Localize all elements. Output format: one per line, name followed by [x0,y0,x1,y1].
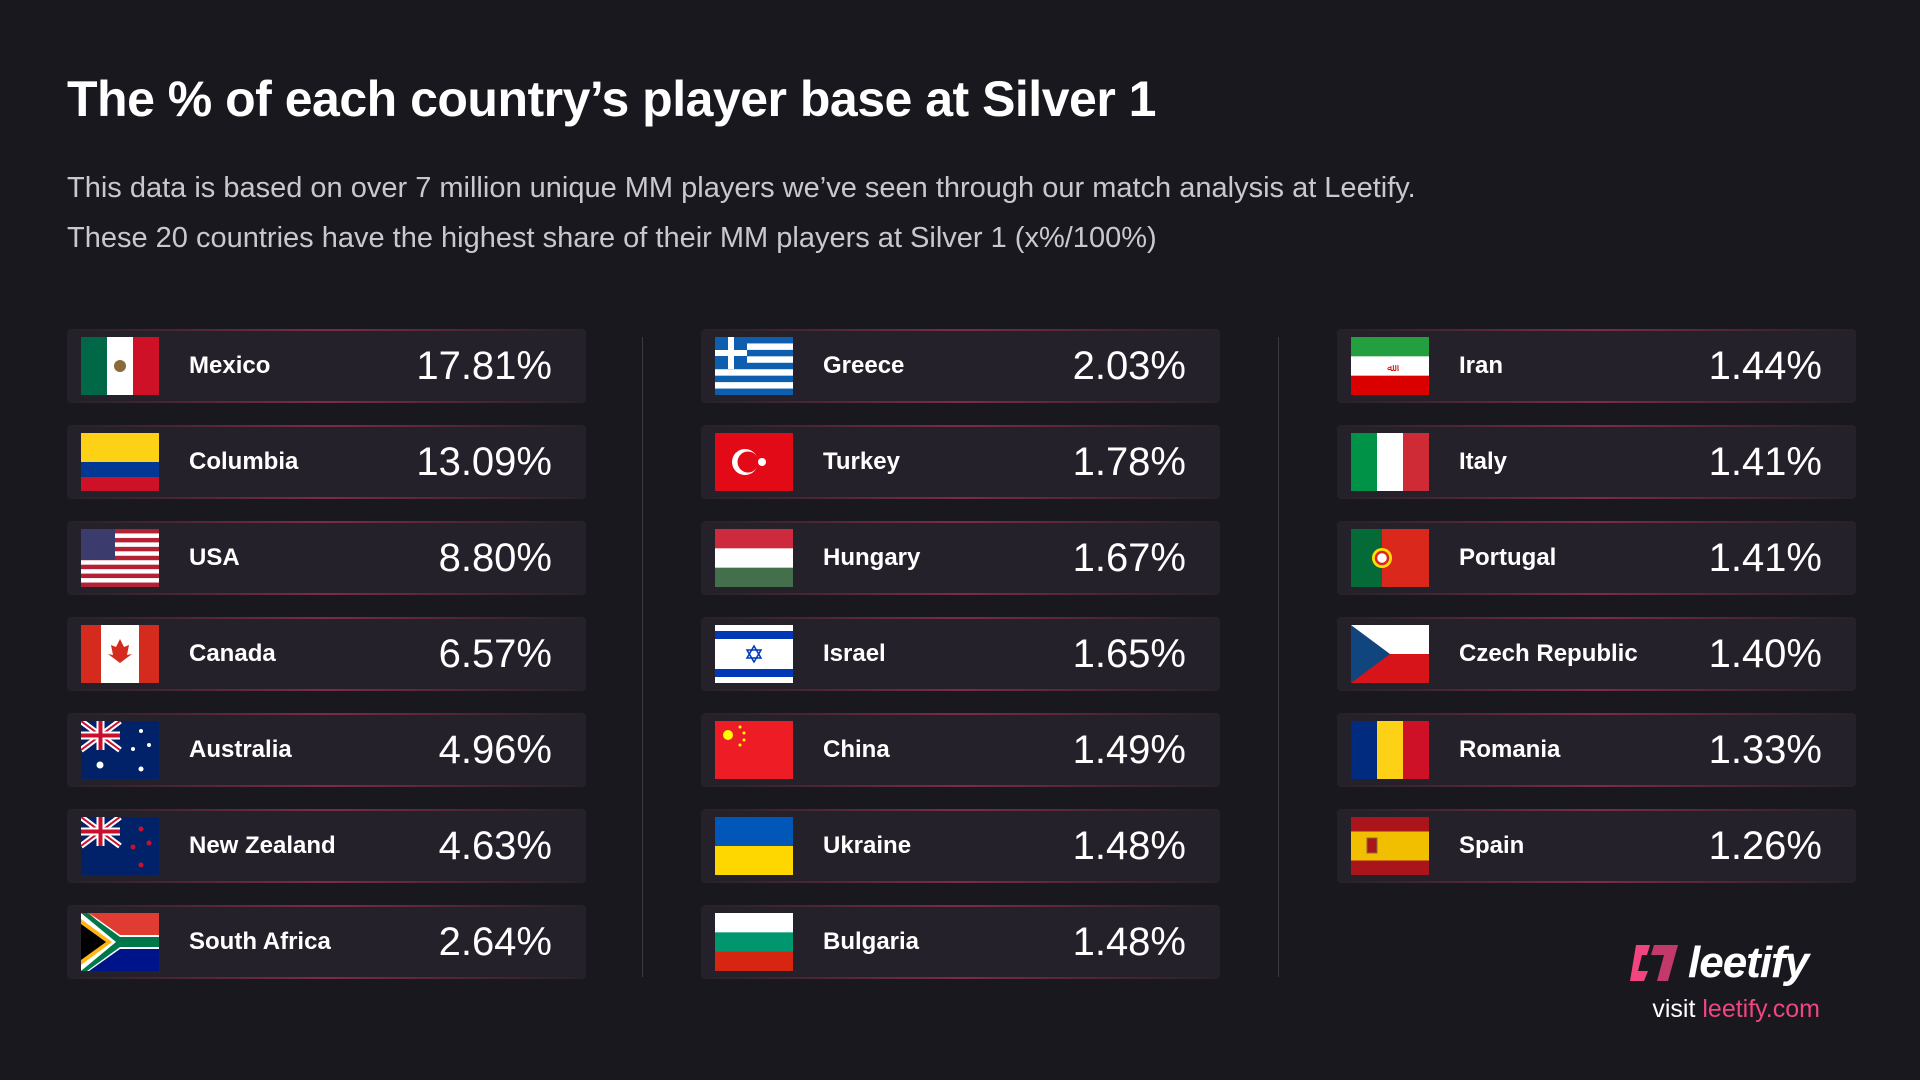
country-percentage: 1.41% [1708,535,1822,580]
logo-wordmark: leetify [1688,938,1809,987]
column-divider [1278,337,1279,977]
visit-label: visit [1652,995,1703,1023]
czech-flag-icon [1351,625,1429,683]
country-name: Portugal [1459,544,1557,571]
subtitle-line-2: These 20 countries have the highest shar… [67,222,1157,254]
country-card-israel: Israel 1.65% [701,617,1220,691]
country-name: Spain [1459,832,1525,859]
ukraine-flag-icon [715,817,793,875]
usa-flag-icon [81,529,159,587]
subtitle-line-1: This data is based on over 7 million uni… [67,172,1416,204]
country-percentage: 4.63% [438,823,552,868]
leetify-logo: leetify [1630,938,1809,988]
country-name: Romania [1459,736,1561,763]
country-percentage: 8.80% [438,535,552,580]
country-percentage: 1.67% [1072,535,1186,580]
country-percentage: 1.26% [1708,823,1822,868]
bulgaria-flag-icon [715,913,793,971]
country-card-mexico: Mexico 17.81% [67,329,586,403]
spain-flag-icon [1351,817,1429,875]
country-column-3: ﷲ Iran 1.44% Italy 1.41% Portugal 1.41% … [1337,329,1856,905]
australia-flag-icon [81,721,159,779]
southafrica-flag-icon [81,913,159,971]
country-card-turkey: Turkey 1.78% [701,425,1220,499]
country-percentage: 1.48% [1072,823,1186,868]
country-name: Czech Republic [1459,640,1638,667]
country-name: China [823,736,890,763]
country-percentage: 6.57% [438,631,552,676]
country-percentage: 1.40% [1708,631,1822,676]
page-title: The % of each country’s player base at S… [67,71,1156,127]
country-card-italy: Italy 1.41% [1337,425,1856,499]
country-name: South Africa [189,928,331,955]
country-name: Columbia [189,448,299,475]
country-percentage: 4.96% [438,727,552,772]
country-name: Turkey [823,448,900,475]
country-card-bulgaria: Bulgaria 1.48% [701,905,1220,979]
country-card-ukraine: Ukraine 1.48% [701,809,1220,883]
country-card-columbia: Columbia 13.09% [67,425,586,499]
country-percentage: 1.48% [1072,919,1186,964]
country-percentage: 2.03% [1072,343,1186,388]
israel-flag-icon [715,625,793,683]
country-name: Australia [189,736,292,763]
country-card-new-zealand: New Zealand 4.63% [67,809,586,883]
italy-flag-icon [1351,433,1429,491]
hungary-flag-icon [715,529,793,587]
country-name: Italy [1459,448,1508,475]
iran-flag-icon: ﷲ [1351,337,1429,395]
country-column-2: Greece 2.03% Turkey 1.78% Hungary 1.67% … [701,329,1220,1001]
newzealand-flag-icon [81,817,159,875]
country-percentage: 2.64% [438,919,552,964]
country-name: Mexico [189,352,271,379]
leetify-link[interactable]: leetify.com [1702,995,1820,1023]
column-divider [642,337,643,977]
country-percentage: 13.09% [416,439,552,484]
country-name: Hungary [823,544,921,571]
country-name: New Zealand [189,832,336,859]
country-name: Israel [823,640,886,667]
country-card-czech-republic: Czech Republic 1.40% [1337,617,1856,691]
country-percentage: 1.49% [1072,727,1186,772]
country-name: USA [189,544,240,571]
country-name: Greece [823,352,905,379]
country-card-south-africa: South Africa 2.64% [67,905,586,979]
country-percentage: 17.81% [416,343,552,388]
turkey-flag-icon [715,433,793,491]
country-percentage: 1.44% [1708,343,1822,388]
country-card-iran: ﷲ Iran 1.44% [1337,329,1856,403]
country-card-portugal: Portugal 1.41% [1337,521,1856,595]
country-card-hungary: Hungary 1.67% [701,521,1220,595]
country-card-australia: Australia 4.96% [67,713,586,787]
country-percentage: 1.65% [1072,631,1186,676]
country-card-romania: Romania 1.33% [1337,713,1856,787]
colombia-flag-icon [81,433,159,491]
country-name: Ukraine [823,832,912,859]
canada-flag-icon [81,625,159,683]
country-column-1: Mexico 17.81% Columbia 13.09% USA 8.80% … [67,329,586,1001]
country-name: Canada [189,640,276,667]
country-percentage: 1.78% [1072,439,1186,484]
greece-flag-icon [715,337,793,395]
country-percentage: 1.33% [1708,727,1822,772]
country-card-greece: Greece 2.03% [701,329,1220,403]
romania-flag-icon [1351,721,1429,779]
mexico-flag-icon [81,337,159,395]
country-name: Iran [1459,352,1504,379]
country-card-usa: USA 8.80% [67,521,586,595]
country-name: Bulgaria [823,928,920,955]
country-card-china: China 1.49% [701,713,1220,787]
china-flag-icon [715,721,793,779]
leetify-logo-icon [1630,945,1678,981]
country-card-canada: Canada 6.57% [67,617,586,691]
portugal-flag-icon [1351,529,1429,587]
country-card-spain: Spain 1.26% [1337,809,1856,883]
visit-link-text: visit leetify.com [1652,995,1820,1024]
country-percentage: 1.41% [1708,439,1822,484]
